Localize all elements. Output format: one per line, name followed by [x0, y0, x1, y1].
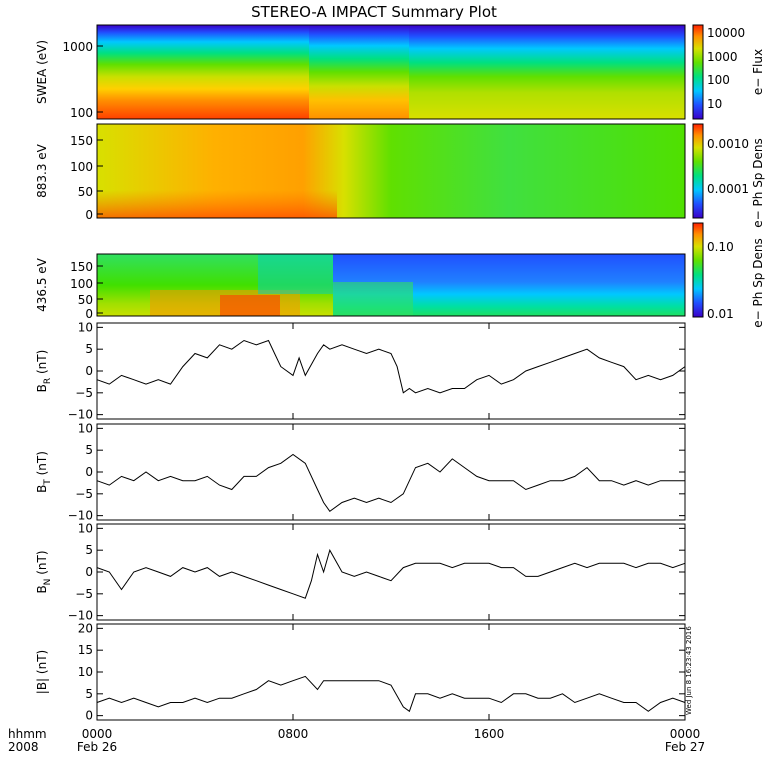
br-ylabel-unit: (nT): [35, 350, 49, 378]
bt-ylabel-main: B: [35, 485, 49, 493]
x-hhmm-label: hhmm: [8, 727, 47, 741]
bn-series-line: [96, 548, 686, 599]
bmag-ytick-label: 0: [85, 709, 93, 723]
x-year-label: 2008: [8, 740, 39, 754]
br-ytick-label: 10: [78, 320, 93, 334]
bmag-frame: [96, 623, 686, 721]
bmag-series-line: [96, 675, 686, 713]
bt-ytick-label: 0: [85, 465, 93, 479]
swea-ytick: 100: [70, 106, 93, 120]
bn-ylabel-unit: (nT): [35, 550, 49, 578]
br-ytick-label: 5: [85, 342, 93, 356]
bt-ylabel-unit: (nT): [35, 451, 49, 479]
bt-ylabel: BT (nT): [35, 451, 53, 493]
x-tick-label: 0800: [278, 727, 309, 741]
x-tick-label: 0000: [670, 727, 701, 741]
br-ylabel: BR (nT): [35, 350, 53, 393]
colorbar: [692, 123, 704, 219]
br-ylabel-sub: R: [43, 378, 53, 384]
bmag-ytick-label: 15: [78, 643, 93, 657]
bt-ytick-label: −5: [75, 487, 93, 501]
colorbar-tick: 100: [707, 73, 730, 87]
bmag-ytick-label: 10: [78, 665, 93, 679]
x-date-label: Feb 27: [665, 740, 705, 754]
colorbar-tick: 1000: [707, 50, 738, 64]
x-tick-label: 1600: [474, 727, 505, 741]
br-frame: [96, 322, 686, 420]
colorbar-tick: 0.01: [707, 307, 734, 321]
bn-ytick-label: −10: [68, 609, 93, 623]
p2-ytick: 0: [85, 208, 93, 222]
p2-ytick: 50: [78, 185, 93, 199]
p2-ytick: 100: [70, 160, 93, 174]
colorbar-tick: 10: [707, 97, 722, 111]
bmag-ytick-label: 5: [85, 687, 93, 701]
colorbar: [692, 222, 704, 318]
bt-ylabel-sub: T: [43, 479, 53, 486]
timestamp: Wed Jun 8 16:23:43 2016: [685, 626, 693, 715]
bt-ytick-label: 5: [85, 443, 93, 457]
br-series-line: [96, 339, 686, 394]
p2-ylabel: 883.3 eV: [35, 143, 49, 198]
bn-ylabel: BN (nT): [35, 550, 53, 593]
p3-ylabel: 436.5 eV: [35, 257, 49, 312]
x-tick-label: 0000: [82, 727, 113, 741]
colorbar-label: e− Ph Sp Dens: [751, 238, 765, 327]
panel-436ev: 150 100 50 0 436.5 eV 0.10 0.01 e− Ph Sp…: [35, 222, 765, 328]
bn-ytick-label: −5: [75, 587, 93, 601]
br-ytick-label: −5: [75, 386, 93, 400]
bmag-ytick-label: 20: [78, 621, 93, 635]
plot-title: STEREO-A IMPACT Summary Plot: [251, 3, 497, 21]
colorbar-tick: 0.10: [707, 240, 734, 254]
p3-ytick: 0: [85, 307, 93, 321]
panel-swea: 1000 100 SWEA (eV) 10000 1000 100 10 e− …: [35, 24, 765, 120]
p3-ytick: 150: [70, 260, 93, 274]
colorbar-tick: 10000: [707, 26, 745, 40]
colorbar: [692, 24, 704, 120]
bn-ylabel-sub: N: [43, 579, 53, 586]
br-ytick-label: 0: [85, 364, 93, 378]
panel-883ev: 150 100 50 0 883.3 eV 0.0010 0.0001 e− P…: [35, 123, 765, 228]
bn-ytick-label: 5: [85, 543, 93, 557]
bt-frame: [96, 423, 686, 521]
bn-ytick-label: 10: [78, 521, 93, 535]
bt-ytick-label: 10: [78, 421, 93, 435]
colorbar-tick: 0.0001: [707, 182, 749, 196]
swea-ytick: 1000: [62, 40, 93, 54]
br-ytick-label: −10: [68, 408, 93, 422]
bn-ylabel-main: B: [35, 585, 49, 593]
br-ylabel-main: B: [35, 384, 49, 392]
p3-ytick: 50: [78, 293, 93, 307]
swea-ylabel: SWEA (eV): [35, 40, 49, 104]
colorbar-label: e− Flux: [751, 49, 765, 95]
colorbar-label: e− Ph Sp Dens: [751, 138, 765, 227]
p2-ytick: 150: [70, 134, 93, 148]
bmag-ylabel: |B| (nT): [35, 650, 49, 694]
bn-ytick-label: 0: [85, 565, 93, 579]
bt-ytick-label: −10: [68, 509, 93, 523]
bn-frame: [96, 523, 686, 621]
colorbar-tick: 0.0010: [707, 137, 749, 151]
x-date-label: Feb 26: [77, 740, 117, 754]
p3-ytick: 100: [70, 277, 93, 291]
bt-series-line: [96, 453, 685, 513]
